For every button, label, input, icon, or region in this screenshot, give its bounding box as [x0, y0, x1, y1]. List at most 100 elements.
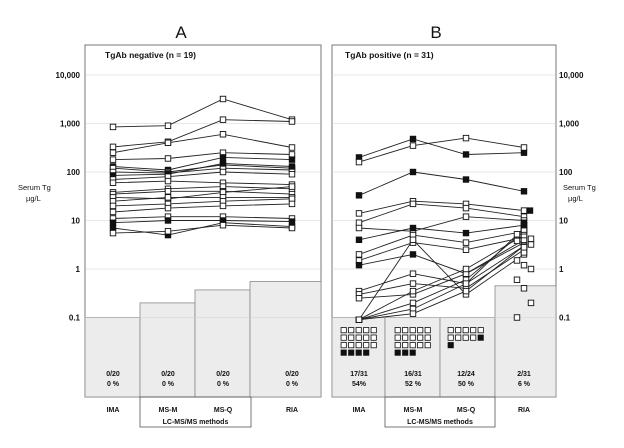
below-limit-point	[363, 349, 370, 356]
series-line	[358, 200, 525, 214]
lower-limit-box	[194, 289, 251, 398]
series-line	[112, 119, 293, 148]
series-line	[112, 224, 293, 234]
below-limit-point	[409, 334, 416, 341]
data-point	[462, 287, 470, 295]
series-line	[112, 198, 293, 207]
below-limit-point	[455, 334, 462, 341]
panel-b-ylabel: Serum Tg µg/L	[563, 183, 596, 203]
below-limit-point	[409, 349, 416, 356]
below-limit-point	[355, 327, 362, 334]
series-line	[358, 227, 525, 321]
below-limit-point	[462, 334, 469, 341]
below-limit-point	[370, 334, 377, 341]
data-point	[462, 176, 470, 183]
below-limit-point	[402, 349, 409, 356]
data-point	[164, 177, 172, 185]
below-limit-point	[447, 327, 454, 334]
below-limit-point	[355, 342, 362, 349]
stat-ratio: 0/20	[106, 371, 120, 378]
y-tick-label: 10,000	[56, 71, 81, 80]
series-line	[112, 186, 293, 193]
category-label: MS-Q	[457, 407, 476, 414]
data-point	[355, 192, 363, 199]
stat-percent: 0 %	[217, 381, 230, 388]
stat-ratio: 12/24	[457, 371, 475, 378]
y-tick-label: 100	[559, 168, 573, 177]
below-limit-point	[355, 349, 362, 356]
stat-ratio: 0/20	[216, 371, 230, 378]
series-line	[358, 203, 525, 224]
y-tick-label: 10,000	[559, 71, 584, 80]
panel-a-title: TgAb negative (n = 19)	[105, 50, 196, 60]
data-point	[409, 270, 417, 277]
series-line	[358, 216, 525, 232]
data-point	[513, 314, 521, 321]
panel-b-stats: 17/31 54% 16/31 52 % 12/24 50 % 2/31 6 %	[350, 371, 531, 388]
data-point	[219, 202, 227, 210]
panel-a-series-lines	[112, 98, 293, 236]
stat-ratio: 0/20	[285, 371, 299, 378]
data-point	[219, 116, 227, 123]
data-point	[164, 217, 172, 224]
panel-b-ylabel-line1: Serum Tg	[563, 183, 596, 192]
series-line	[112, 163, 293, 176]
y-tick-label: 1	[76, 265, 81, 274]
below-limit-point	[394, 334, 401, 341]
data-point	[288, 171, 296, 178]
data-point	[288, 156, 296, 163]
data-point	[109, 229, 117, 237]
below-limit-point	[424, 342, 431, 349]
data-point	[219, 95, 227, 103]
data-point	[219, 154, 227, 161]
stat-ratio: 0/20	[161, 371, 175, 378]
y-tick-label: 1,000	[60, 120, 81, 129]
data-point	[219, 131, 227, 138]
panel-b-categories: IMA MS-M MS-Q RIA	[353, 407, 530, 414]
data-point	[109, 219, 117, 226]
below-limit-point	[402, 327, 409, 334]
data-point	[409, 224, 417, 232]
data-point	[520, 222, 528, 229]
data-point	[462, 280, 470, 287]
data-point	[520, 149, 528, 156]
panel-a-group-label: LC-MS/MS methods	[163, 419, 229, 426]
series-line	[112, 190, 293, 195]
panel-a-points	[109, 95, 296, 239]
stat-percent: 0 %	[107, 381, 120, 388]
below-limit-point	[340, 334, 347, 341]
data-point	[409, 236, 417, 244]
panel-a-stats: 0/20 0 % 0/20 0 % 0/20 0 % 0/20 0 %	[106, 371, 299, 388]
data-point	[409, 287, 417, 295]
category-label: RIA	[286, 407, 298, 414]
y-tick-label: 0.1	[559, 314, 571, 323]
below-limit-point	[424, 327, 431, 334]
below-limit-point	[417, 334, 424, 341]
data-point	[288, 144, 296, 151]
data-point	[462, 246, 470, 253]
below-limit-point	[409, 342, 416, 349]
data-point	[164, 188, 172, 195]
data-point	[355, 294, 363, 302]
data-point	[288, 163, 296, 170]
data-point	[520, 144, 528, 151]
data-point	[520, 244, 528, 251]
series-line	[358, 138, 525, 158]
data-point	[109, 179, 117, 186]
series-line	[358, 230, 525, 255]
data-point	[109, 156, 117, 163]
data-point	[164, 155, 172, 162]
panel-a-categories: IMA MS-M MS-Q RIA	[107, 407, 298, 414]
data-point	[164, 204, 172, 212]
lower-limit-box	[249, 281, 322, 398]
data-point	[219, 168, 227, 176]
below-limit-point	[355, 334, 362, 341]
data-point	[520, 207, 528, 214]
data-point	[462, 229, 470, 237]
data-point	[526, 207, 534, 214]
series-line	[112, 167, 293, 174]
data-point	[462, 204, 470, 212]
below-limit-point	[470, 334, 477, 341]
data-point	[109, 202, 117, 210]
data-point	[527, 265, 535, 273]
